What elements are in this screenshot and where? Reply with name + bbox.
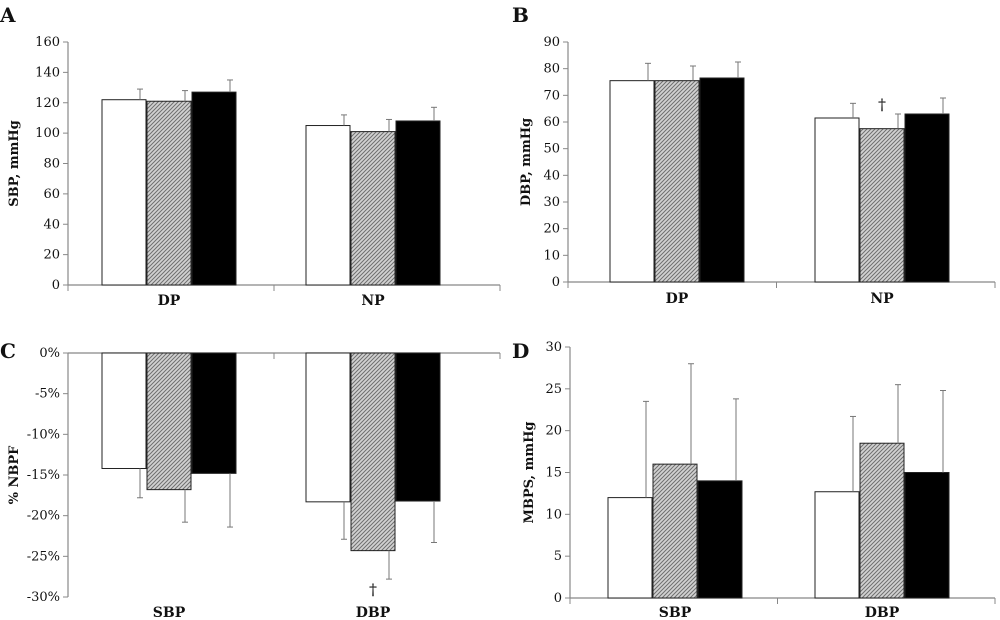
y-tick-label: 60 — [43, 187, 60, 202]
bar-np-gray — [350, 131, 396, 286]
panel-c-nbpf-chart: 0% -5% -10% -15% -20% -25% -30% % NBPF SBP DBP † — [7, 346, 501, 620]
y-tick-label: 0 — [52, 278, 60, 293]
y-tick-label: 70 — [543, 88, 560, 103]
category-label-sbp: SBP — [153, 605, 186, 620]
y-tick-label: 30 — [545, 340, 562, 355]
y-tick-label: 0 — [552, 275, 560, 290]
category-label-np: NP — [870, 291, 894, 307]
y-tick-label: 20 — [43, 248, 60, 263]
y-tick-label: 40 — [543, 168, 560, 183]
category-label-dbp: DBP — [356, 605, 391, 620]
y-tick-label: 80 — [43, 157, 60, 172]
bar-dp-gray — [654, 80, 700, 283]
y-axis-title: % NBPF — [7, 445, 22, 505]
y-tick-label: 90 — [543, 35, 560, 50]
y-tick-label: 100 — [35, 126, 60, 141]
category-label-dp: DP — [666, 291, 689, 307]
y-tick-label: 120 — [35, 96, 60, 111]
y-tick-label: 60 — [543, 115, 560, 130]
y-tick-label: -10% — [27, 427, 60, 442]
y-tick-label: -15% — [27, 468, 60, 483]
bar-dbp-gray — [859, 442, 905, 599]
bar-dbp-white — [305, 352, 351, 503]
bar-dp-white — [609, 80, 655, 283]
bar-sbp-black — [191, 352, 237, 474]
y-tick-label: -5% — [35, 387, 60, 402]
y-tick-label: 50 — [543, 142, 560, 157]
bar-np-gray — [859, 128, 905, 283]
y-tick-label: 5 — [554, 549, 562, 564]
y-tick-label: 0% — [39, 346, 60, 361]
y-tick-label: -25% — [27, 549, 60, 564]
bar-sbp-gray — [146, 352, 192, 491]
y-axis-title: DBP, mmHg — [519, 118, 534, 206]
y-tick-label: 140 — [35, 65, 60, 80]
bar-dbp-white — [814, 491, 860, 599]
panel-b-dbp-chart: 0 10 20 30 40 50 60 70 80 90 DBP, mmHg DP NP † — [519, 35, 996, 307]
significance-dagger: † — [369, 580, 377, 599]
y-axis-title: SBP, mmHg — [7, 120, 22, 206]
y-tick-label: 15 — [545, 466, 562, 481]
y-tick-label: -20% — [27, 509, 60, 524]
panel-c-letter: C — [0, 339, 16, 363]
bar-np-white — [814, 117, 860, 283]
y-tick-label: 40 — [43, 217, 60, 232]
y-tick-label: 80 — [543, 62, 560, 77]
panel-d-letter: D — [512, 339, 529, 363]
bar-np-black — [904, 113, 950, 283]
bar-np-black — [395, 120, 441, 286]
category-label-dbp: DBP — [865, 605, 900, 620]
y-tick-label: 25 — [545, 382, 562, 397]
y-tick-label: 10 — [545, 507, 562, 522]
y-tick-label: 160 — [35, 35, 60, 50]
y-tick-label: 0 — [554, 591, 562, 606]
bar-sbp-white — [101, 352, 147, 469]
panel-a-sbp-chart: 0 20 40 60 80 100 120 140 160 SBP, mmHg DP NP — [7, 35, 501, 309]
y-tick-label: 10 — [543, 248, 560, 263]
y-axis-title: MBPS, mmHg — [522, 421, 537, 523]
y-tick-label: -30% — [27, 590, 60, 605]
significance-dagger: † — [878, 95, 886, 114]
bar-dp-black — [699, 77, 745, 283]
bar-dp-gray — [146, 100, 192, 286]
bar-sbp-white — [607, 497, 653, 599]
bar-dbp-black — [395, 352, 441, 502]
bar-dbp-gray — [350, 352, 396, 552]
bar-np-white — [305, 125, 351, 286]
panel-b-letter: B — [512, 3, 529, 27]
y-tick-label: 20 — [543, 222, 560, 237]
panel-a-letter: A — [0, 3, 16, 27]
bar-dp-black — [191, 91, 237, 286]
bar-dbp-black — [904, 472, 950, 599]
bar-sbp-black — [697, 480, 743, 599]
panel-d-mbps-chart: 0 5 10 15 20 25 30 MBPS, mmHg SBP DBP — [522, 340, 996, 620]
category-label-sbp: SBP — [659, 605, 692, 620]
y-tick-label: 20 — [545, 424, 562, 439]
bar-sbp-gray — [652, 463, 698, 599]
category-label-np: NP — [361, 293, 385, 309]
y-tick-label: 30 — [543, 195, 560, 210]
category-label-dp: DP — [158, 293, 181, 309]
bar-dp-white — [101, 99, 147, 286]
